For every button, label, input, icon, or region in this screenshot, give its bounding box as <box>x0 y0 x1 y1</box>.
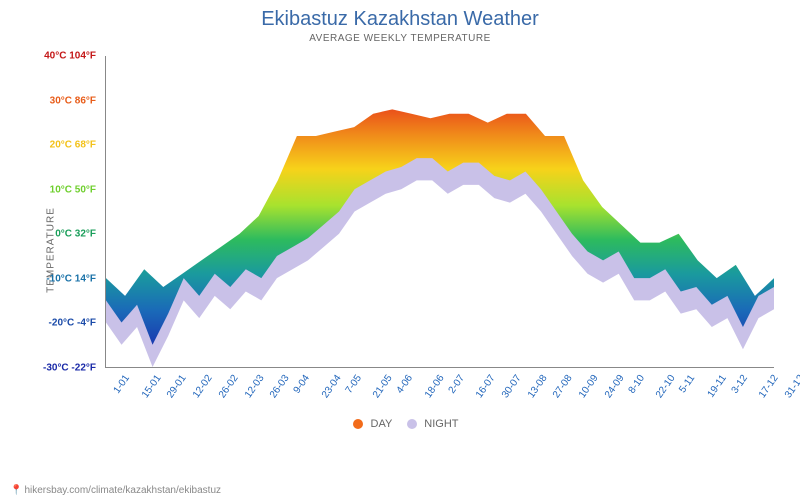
xtick: 17-12 <box>757 373 781 400</box>
xtick: 2-07 <box>446 373 466 396</box>
xtick: 29-01 <box>165 373 189 400</box>
ytick: 10°C 50°F <box>20 184 96 195</box>
ytick: 40°C 104°F <box>20 51 96 62</box>
xtick: 31-12 <box>783 373 800 400</box>
legend: DAY NIGHT <box>10 418 790 430</box>
ytick: 0°C 32°F <box>20 229 96 240</box>
legend-night-label: NIGHT <box>424 418 458 430</box>
xtick: 10-09 <box>577 373 601 400</box>
chart-subtitle: AVERAGE WEEKLY TEMPERATURE <box>10 33 790 44</box>
legend-day-dot <box>353 419 363 429</box>
xtick: 24-09 <box>603 373 627 400</box>
xtick: 26-02 <box>217 373 241 400</box>
xtick: 27-08 <box>551 373 575 400</box>
xtick: 12-02 <box>191 373 215 400</box>
source-link[interactable]: 📍hikersbay.com/climate/kazakhstan/ekibas… <box>10 485 221 496</box>
legend-day-label: DAY <box>371 418 393 430</box>
ytick: -20°C -4°F <box>20 318 96 329</box>
ytick: -30°C -22°F <box>20 363 96 374</box>
ytick: 30°C 86°F <box>20 95 96 106</box>
xtick: 7-05 <box>343 373 363 396</box>
plot-area <box>105 56 774 368</box>
xtick: 21-05 <box>371 373 395 400</box>
xtick: 13-08 <box>526 373 550 400</box>
temperature-chart: TEMPERATURE 40°C 104°F30°C 86°F20°C 68°F… <box>10 50 790 450</box>
ytick: 20°C 68°F <box>20 140 96 151</box>
xtick: 15-01 <box>140 373 164 400</box>
y-axis: 40°C 104°F 30°C 86°F 20°C 68°F 10°C 50°F 0°C… <box>20 50 96 370</box>
xtick: 19-11 <box>705 373 728 400</box>
xtick: 8-10 <box>626 373 646 396</box>
xtick: 9-04 <box>292 373 312 396</box>
xtick: 1-01 <box>112 373 132 396</box>
xtick: 16-07 <box>474 373 498 400</box>
xtick: 22-10 <box>654 373 678 400</box>
xtick: 26-03 <box>268 373 292 400</box>
xtick: 30-07 <box>500 373 524 400</box>
xtick: 18-06 <box>423 373 447 400</box>
xtick: 3-12 <box>729 373 749 396</box>
legend-night-dot <box>407 419 417 429</box>
ytick: -10°C 14°F <box>20 273 96 284</box>
xtick: 23-04 <box>320 373 344 400</box>
pin-icon: 📍 <box>10 485 22 496</box>
xtick: 5-11 <box>677 373 697 395</box>
xtick: 4-06 <box>395 373 415 396</box>
xtick: 12-03 <box>243 373 267 400</box>
chart-title: Ekibastuz Kazakhstan Weather <box>10 8 790 31</box>
x-axis: 1-01 15-0129-0112-0226-0212-0326-039-04 23… <box>105 370 774 420</box>
